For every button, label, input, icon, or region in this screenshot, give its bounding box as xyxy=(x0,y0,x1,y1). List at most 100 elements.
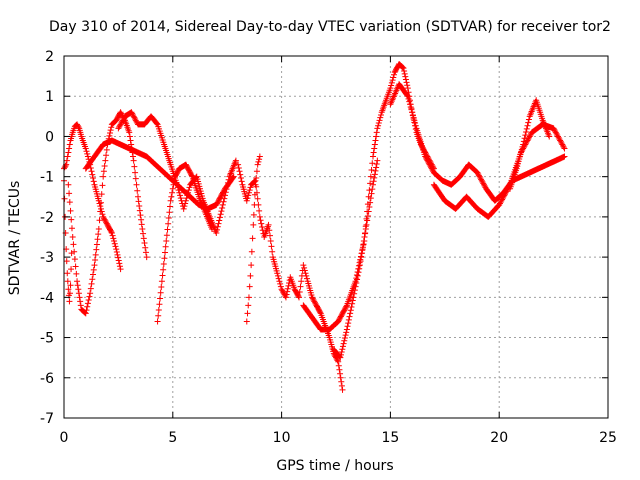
data-point xyxy=(558,140,565,147)
data-point xyxy=(412,122,419,129)
data-point xyxy=(338,351,345,358)
data-point xyxy=(224,183,231,190)
data-point xyxy=(62,162,69,169)
data-point xyxy=(213,229,220,236)
data-point xyxy=(257,217,264,224)
data-point xyxy=(181,203,188,210)
data-point xyxy=(97,208,104,215)
data-point xyxy=(343,303,350,310)
data-point xyxy=(225,176,232,183)
data-point xyxy=(100,215,107,222)
data-point xyxy=(219,204,226,211)
data-point xyxy=(237,171,244,178)
data-point xyxy=(425,158,432,165)
x-tick-label: 10 xyxy=(273,430,291,446)
data-point xyxy=(301,267,308,274)
data-point xyxy=(390,74,397,81)
data-point xyxy=(405,95,412,102)
data-point xyxy=(91,262,98,269)
data-point xyxy=(404,82,411,89)
data-point xyxy=(478,177,485,184)
data-point xyxy=(75,286,82,293)
data-point xyxy=(221,195,228,202)
data-point xyxy=(553,130,560,137)
data-point xyxy=(247,184,254,191)
data-point xyxy=(219,201,226,208)
data-point xyxy=(132,117,139,124)
data-point xyxy=(135,198,142,205)
data-point xyxy=(96,200,103,207)
data-point xyxy=(167,197,174,204)
data-point xyxy=(424,157,431,164)
data-point xyxy=(400,65,407,72)
data-point xyxy=(66,290,73,297)
series-arc-1 xyxy=(61,177,75,305)
data-point xyxy=(216,214,223,221)
data-point xyxy=(127,137,134,144)
data-point xyxy=(214,223,221,230)
data-point xyxy=(310,297,317,304)
data-point xyxy=(88,168,95,175)
data-point xyxy=(427,162,434,169)
data-point xyxy=(87,290,94,297)
data-point xyxy=(258,220,265,227)
data-point xyxy=(169,185,176,192)
data-point xyxy=(404,92,411,99)
data-point xyxy=(522,132,529,139)
data-point xyxy=(87,285,94,292)
data-point xyxy=(251,191,258,198)
data-point xyxy=(103,146,110,153)
data-point xyxy=(246,283,253,290)
data-point xyxy=(501,192,508,199)
data-point xyxy=(61,195,68,202)
data-point xyxy=(235,164,242,171)
data-points xyxy=(61,61,568,393)
data-point xyxy=(429,166,436,173)
data-point xyxy=(83,148,90,155)
data-point xyxy=(354,272,361,279)
data-point xyxy=(131,114,138,121)
data-point xyxy=(64,278,71,285)
data-point xyxy=(559,141,566,148)
data-point xyxy=(138,221,145,228)
data-point xyxy=(65,286,72,293)
data-point xyxy=(349,300,356,307)
plot-frame xyxy=(63,55,609,419)
data-point xyxy=(251,178,258,185)
y-tick-label: -6 xyxy=(40,371,54,387)
data-point xyxy=(498,197,505,204)
data-point xyxy=(409,109,416,116)
data-point xyxy=(208,225,215,232)
data-point xyxy=(269,248,276,255)
data-point xyxy=(372,137,379,144)
data-point xyxy=(502,191,509,198)
data-point xyxy=(317,309,324,316)
data-point xyxy=(362,229,369,236)
data-point xyxy=(170,181,177,188)
data-point xyxy=(132,175,139,182)
data-point xyxy=(70,241,77,248)
data-point xyxy=(224,179,231,186)
data-point xyxy=(347,307,354,314)
data-point xyxy=(560,142,567,149)
data-point xyxy=(259,223,266,230)
data-point xyxy=(130,153,137,160)
data-point xyxy=(174,184,181,191)
data-point xyxy=(376,117,383,124)
data-point xyxy=(74,121,81,128)
data-point xyxy=(71,256,78,263)
data-point xyxy=(340,340,347,347)
data-point xyxy=(557,138,564,145)
data-point xyxy=(237,175,244,182)
data-point xyxy=(90,271,97,278)
data-point xyxy=(369,160,376,167)
data-point xyxy=(428,165,435,172)
data-point xyxy=(367,180,374,187)
data-point xyxy=(371,174,378,181)
data-point xyxy=(116,124,123,131)
data-point xyxy=(338,378,345,385)
data-point xyxy=(523,125,530,132)
data-point xyxy=(115,125,122,132)
data-point xyxy=(479,179,486,186)
data-point xyxy=(102,157,109,164)
